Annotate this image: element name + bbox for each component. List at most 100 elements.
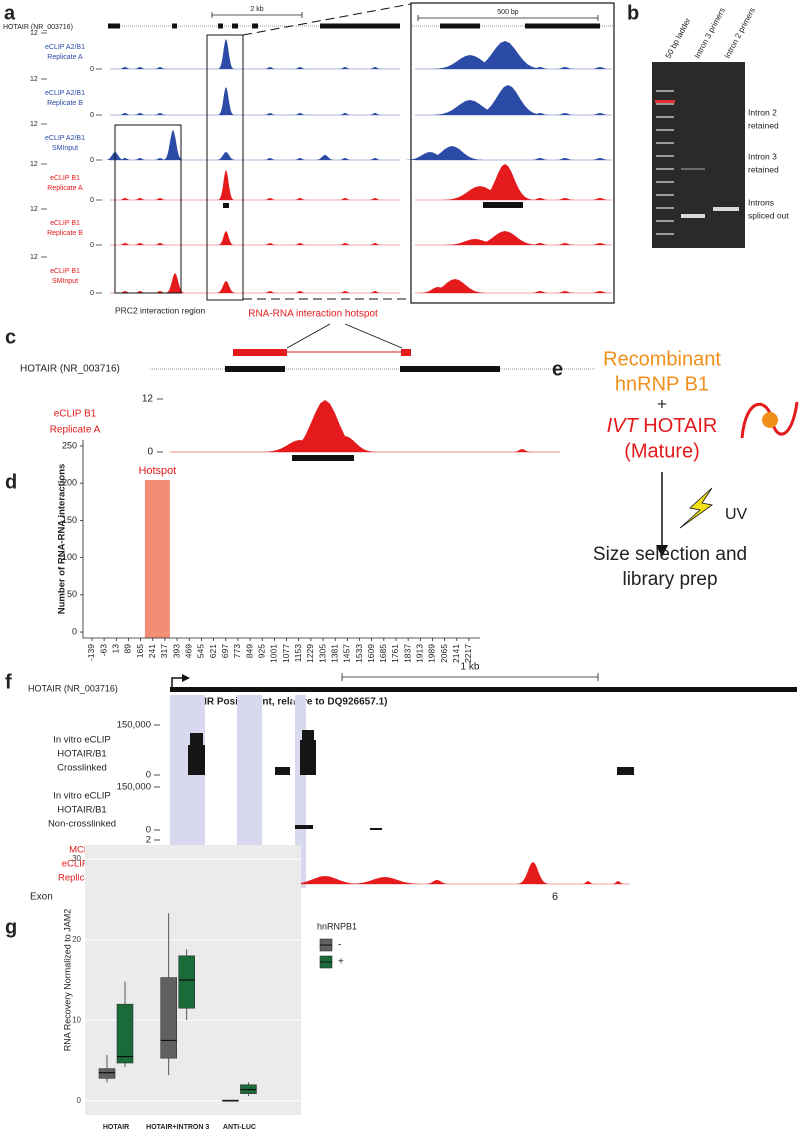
annotation: Hotspot — [138, 465, 176, 477]
coverage — [556, 158, 574, 160]
y-tick-label: 12 — [142, 394, 154, 405]
coverage — [369, 113, 381, 115]
panel-letter: e — [552, 358, 563, 380]
x-tick-label: ANTI-LUC — [223, 1124, 256, 1131]
track-label: HOTAIR/B1 — [57, 805, 106, 816]
exon — [232, 23, 238, 29]
box — [116, 1003, 134, 1064]
x-tick-label: -139 — [86, 644, 96, 661]
coverage — [531, 243, 549, 245]
track-label: eCLIP B1 — [50, 175, 80, 182]
exon — [172, 23, 177, 29]
lane-label: Intron 3 primers — [693, 6, 727, 60]
hotspot — [233, 349, 287, 356]
coverage — [531, 291, 549, 293]
band-label: Intron 2 — [748, 107, 777, 117]
coverage — [339, 113, 351, 115]
x-tick-label: 393 — [171, 644, 181, 658]
y-tick-label: 200 — [62, 478, 77, 488]
legend-title: hnRNPB1 — [317, 921, 357, 931]
coverage — [134, 198, 146, 200]
ladder-band — [656, 220, 674, 222]
coverage — [294, 67, 306, 69]
x-tick-label: 1609 — [366, 644, 376, 663]
x-tick-label: 1077 — [281, 644, 291, 663]
y-tick-label: 12 — [30, 30, 38, 37]
coverage — [591, 243, 609, 245]
box — [98, 1068, 116, 1079]
track-label: SMInput — [52, 145, 78, 152]
track-label: In vitro eCLIP — [53, 735, 111, 746]
x-tick-label: -63 — [98, 644, 108, 657]
coverage — [119, 243, 131, 245]
panel-letter: b — [627, 2, 639, 24]
coverage — [369, 243, 381, 245]
protein-label: hnRNP B1 — [615, 373, 709, 395]
x-tick-label: 317 — [159, 644, 169, 658]
y-tick-label: 0 — [146, 770, 151, 781]
coverage — [445, 239, 505, 245]
coverage — [556, 243, 574, 245]
coverage — [264, 198, 276, 200]
coverage — [582, 881, 594, 884]
panel-letter: d — [5, 471, 17, 493]
ladder-band — [656, 116, 674, 118]
track-label: eCLIP B1 — [54, 409, 97, 420]
coverage — [294, 113, 306, 115]
band-label: Introns — [748, 197, 774, 207]
coverage — [406, 152, 454, 160]
exon-label: 6 — [552, 891, 558, 903]
exon — [225, 366, 285, 372]
y-tick-label: 12 — [30, 254, 38, 261]
highlight-box — [114, 124, 182, 294]
gel-band — [681, 214, 705, 218]
coverage — [154, 67, 166, 69]
ladder-band — [656, 194, 674, 196]
track-label: eCLIP B1 — [62, 859, 103, 870]
band-label: retained — [748, 164, 779, 174]
binding-site — [223, 203, 229, 208]
y-tick-label: 150,000 — [117, 782, 151, 793]
coverage — [531, 198, 549, 200]
result-label: Size selection and — [593, 544, 747, 565]
coverage — [134, 67, 146, 69]
signal-block — [275, 767, 290, 775]
hotspot-region — [144, 480, 170, 638]
y-tick-label: 50 — [67, 589, 77, 599]
y-tick-label: 0 — [90, 197, 94, 204]
binding-site — [292, 455, 354, 461]
gene-label: HOTAIR (NR_003716) — [28, 683, 118, 693]
panel-letter: g — [5, 916, 17, 938]
coverage — [420, 287, 456, 293]
track-label: In vitro eCLIP — [53, 791, 111, 802]
signal-block — [295, 825, 313, 829]
x-tick-label: 1153 — [293, 644, 303, 663]
coverage — [518, 862, 548, 884]
ladder-band — [656, 90, 674, 92]
exon — [525, 23, 600, 29]
coverage — [134, 158, 146, 160]
gene-label: HOTAIR (NR_003716) — [20, 364, 120, 375]
track-label: eCLIP B1 — [50, 268, 80, 275]
y-tick-label: 0 — [90, 66, 94, 73]
coverage — [339, 291, 351, 293]
ladder-band — [656, 129, 674, 131]
protein-label: Recombinant — [603, 348, 721, 370]
coverage — [369, 291, 381, 293]
panel-letter: c — [5, 326, 16, 348]
ladder-band — [656, 142, 674, 144]
y-tick-label: 0 — [77, 1096, 82, 1105]
coverage — [612, 881, 624, 884]
x-tick-label: 1457 — [342, 644, 352, 663]
scale-label: 1 kb — [461, 662, 480, 673]
gene-body — [170, 687, 797, 692]
y-tick-label: 10 — [72, 1015, 81, 1024]
ladder-band — [655, 100, 675, 103]
y-tick-label: 12 — [30, 121, 38, 128]
x-tick-label: 925 — [256, 644, 266, 658]
hotspot — [401, 349, 411, 356]
exon — [252, 23, 258, 29]
y-tick-label: 12 — [30, 161, 38, 168]
coverage — [316, 155, 334, 160]
coverage — [444, 186, 516, 200]
